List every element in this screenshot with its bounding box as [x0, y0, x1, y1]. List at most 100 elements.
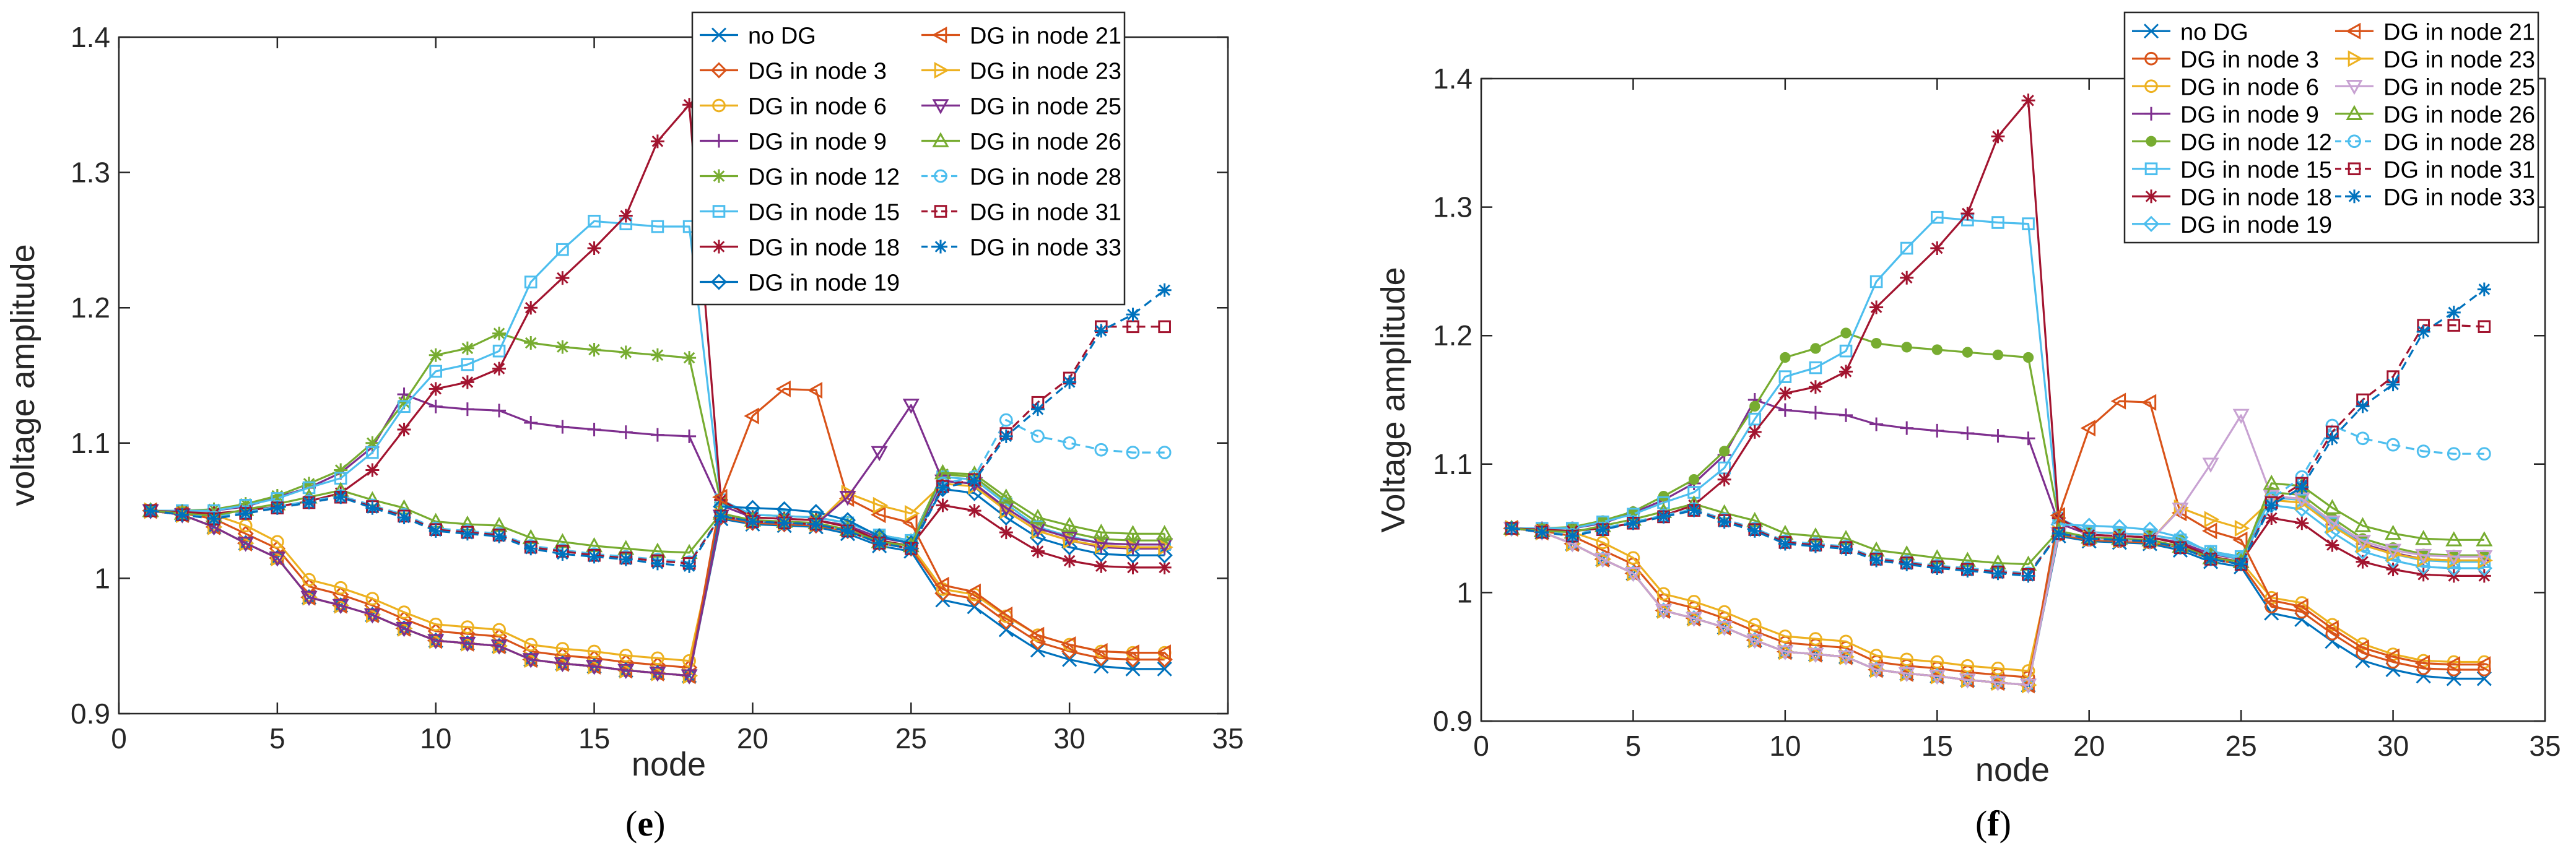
- series-line: [1512, 527, 2484, 672]
- data-point: [397, 422, 411, 436]
- data-point: [1717, 472, 1731, 486]
- data-point: [681, 669, 698, 685]
- data-point: [1157, 534, 1172, 548]
- data-point: [2323, 515, 2341, 531]
- data-point: [524, 638, 538, 652]
- y-tick-label: 1.4: [1433, 63, 1473, 95]
- data-point: [363, 608, 381, 624]
- data-point: [619, 649, 633, 662]
- legend-marker: [2348, 50, 2364, 67]
- data-point: [1092, 523, 1110, 539]
- series-dg-in-node-12: [1506, 327, 2490, 562]
- data-point: [1930, 423, 1944, 438]
- x-tick-label: 15: [1921, 730, 1953, 762]
- series-line: [150, 509, 1165, 662]
- data-point: [967, 474, 981, 488]
- data-point: [302, 573, 316, 587]
- data-point: [1898, 667, 1915, 683]
- data-point: [2386, 438, 2400, 452]
- data-point: [2293, 598, 2308, 615]
- data-point: [2447, 305, 2461, 319]
- data-point: [1063, 375, 1077, 389]
- legend-marker: [2346, 105, 2363, 121]
- data-point: [1157, 560, 1172, 574]
- x-tick-label: 35: [1212, 722, 1243, 754]
- legend-entry: DG in node 19: [2132, 212, 2332, 238]
- data-point: [2201, 522, 2217, 540]
- legend-label: DG in node 6: [2180, 74, 2319, 100]
- legend-entry: DG in node 15: [2132, 157, 2332, 183]
- data-point: [2356, 431, 2370, 446]
- data-point: [1992, 349, 2004, 360]
- data-point: [524, 275, 537, 288]
- data-point: [2263, 474, 2280, 490]
- series-no-dg: [1504, 521, 2492, 693]
- legend-marker: [711, 27, 727, 43]
- data-point: [1657, 496, 1670, 509]
- data-point: [1960, 426, 1975, 440]
- y-tick-label: 0.9: [71, 698, 110, 730]
- data-point: [1596, 550, 1612, 568]
- legend-marker: [2146, 136, 2157, 147]
- data-point: [1092, 642, 1108, 660]
- data-point: [175, 508, 189, 522]
- legend-label: DG in node 31: [970, 200, 1121, 226]
- data-point: [2354, 517, 2372, 532]
- data-point: [2415, 548, 2432, 564]
- legend-entry: DG in node 9: [700, 129, 887, 155]
- data-point: [682, 429, 697, 443]
- data-point: [586, 660, 603, 675]
- data-point: [2110, 392, 2126, 410]
- x-tick-label: 35: [2529, 730, 2561, 762]
- data-point: [587, 550, 601, 564]
- data-point: [1928, 670, 1946, 685]
- data-point: [1155, 644, 1171, 662]
- data-point: [2385, 524, 2402, 540]
- data-point: [999, 525, 1013, 540]
- legend-marker: [934, 240, 947, 254]
- data-point: [965, 583, 981, 600]
- legend-entry: DG in node 25: [921, 94, 1121, 120]
- data-point: [2173, 540, 2187, 555]
- data-point: [555, 642, 570, 655]
- data-point: [2386, 378, 2400, 392]
- data-point: [1157, 661, 1172, 677]
- data-point: [429, 348, 443, 362]
- data-point: [429, 399, 443, 413]
- data-point: [270, 501, 284, 515]
- data-point: [839, 490, 856, 506]
- legend-label: DG in node 33: [2383, 184, 2535, 210]
- data-point: [524, 301, 538, 315]
- data-point: [1869, 553, 1884, 568]
- data-point: [1126, 560, 1140, 574]
- data-point: [334, 581, 348, 595]
- data-point: [397, 396, 411, 410]
- caption-letter: f: [1987, 803, 1999, 844]
- y-tick-label: 1.3: [1433, 191, 1473, 223]
- data-point: [1061, 531, 1078, 547]
- series-dg-in-node-33: [1505, 282, 2491, 583]
- data-point: [1565, 529, 1580, 543]
- data-point: [2354, 535, 2372, 550]
- legend-marker: [2345, 22, 2361, 40]
- data-point: [1930, 655, 1944, 669]
- x-tick-label: 10: [420, 722, 451, 754]
- series-line: [1511, 424, 2484, 574]
- legend-marker: [2143, 24, 2159, 39]
- data-point: [1657, 602, 1673, 620]
- caption-open-paren: (: [1975, 803, 1987, 844]
- legend-label: DG in node 23: [2383, 47, 2535, 73]
- legend-label: DG in node 28: [2383, 129, 2535, 155]
- data-point: [1960, 206, 1975, 220]
- x-tick-label: 25: [895, 722, 927, 754]
- x-tick-label: 5: [269, 722, 285, 754]
- data-point: [2021, 93, 2035, 108]
- legend-label: DG in node 28: [970, 165, 1121, 191]
- legend-marker: [710, 274, 728, 290]
- legend-label: DG in node 21: [970, 24, 1121, 50]
- data-point: [1900, 421, 1914, 435]
- y-tick-label: 0.9: [1433, 705, 1473, 737]
- data-point: [2234, 520, 2250, 537]
